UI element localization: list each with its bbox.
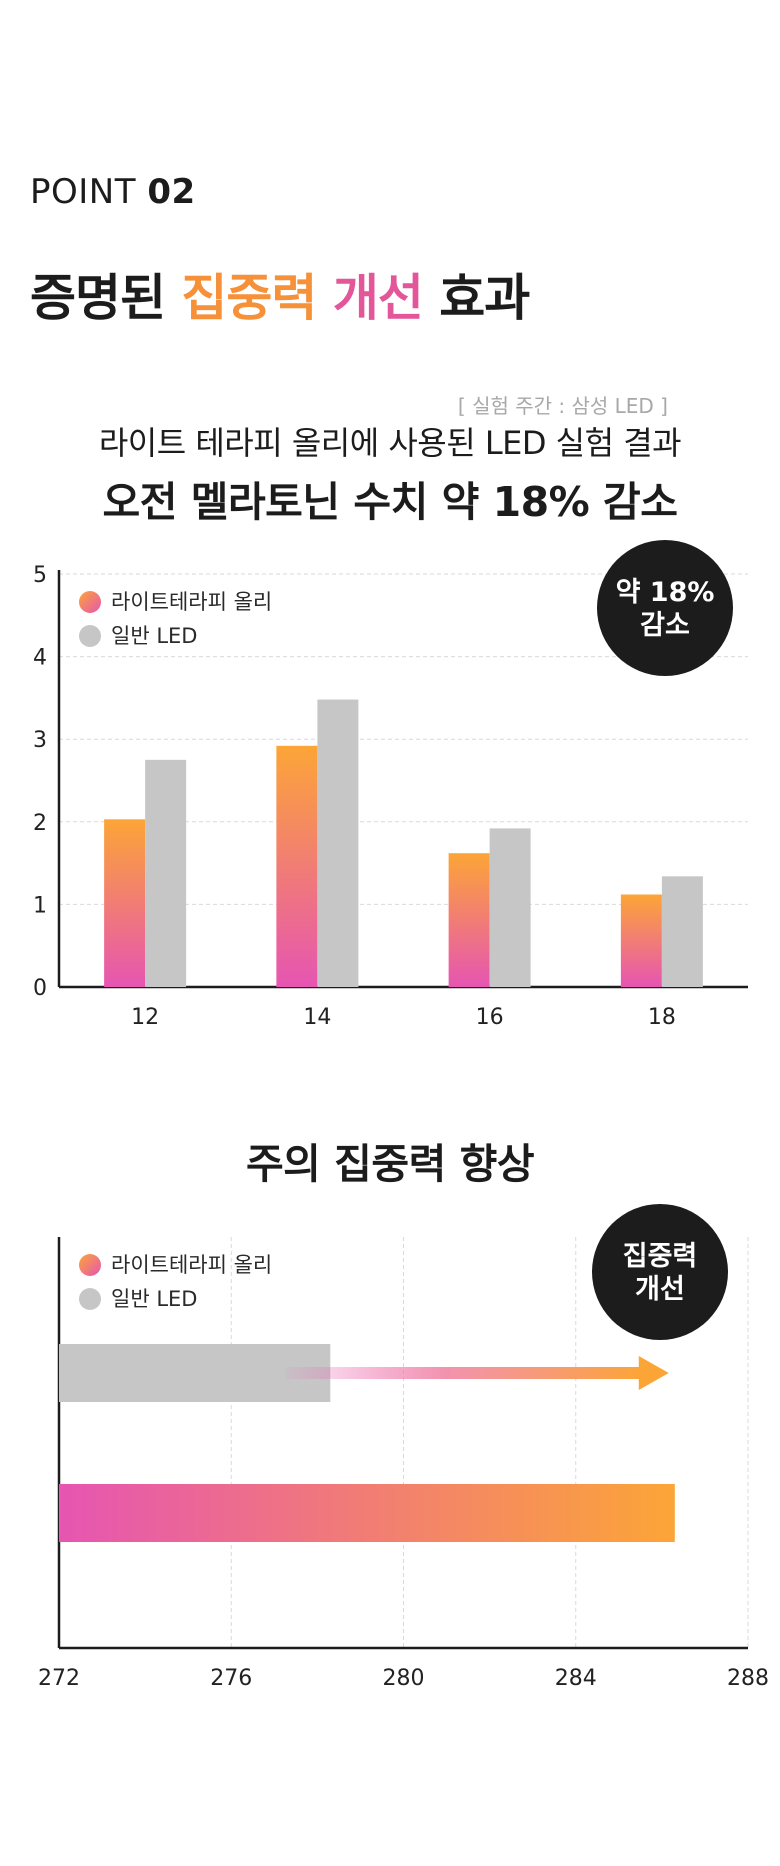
badge-label: 개선 (635, 1274, 685, 1305)
test-period: [ 실험 주간 : 삼성 LED ] (457, 394, 668, 418)
y-tick-label: 3 (33, 728, 47, 753)
bar-led (489, 828, 531, 987)
legend-swatch-led (79, 625, 101, 647)
legend-label: 일반 LED (111, 1287, 197, 1311)
bar-olly (104, 819, 146, 987)
x-tick-label: 12 (131, 1005, 159, 1030)
badge-label: 약 18% (616, 577, 715, 608)
title-part2: 효과 (422, 269, 530, 327)
improvement-arrow-head (638, 1356, 669, 1390)
x-tick-label: 14 (303, 1005, 331, 1030)
bar-led (59, 1344, 331, 1402)
title-highlight-1: 집중력 (181, 269, 317, 327)
bar-led (661, 876, 703, 987)
page-title: 증명된 집중력 개선 효과 (30, 258, 530, 330)
legend-swatch-olly (79, 591, 101, 613)
legend-label: 일반 LED (111, 624, 197, 648)
badge-label: 집중력 (623, 1241, 698, 1272)
legend-swatch-led (79, 1288, 101, 1310)
y-tick-label: 0 (33, 976, 47, 1001)
x-tick-label: 272 (38, 1666, 80, 1691)
x-tick-label: 18 (648, 1005, 676, 1030)
point-label: POINT 02 (30, 172, 196, 212)
y-tick-label: 2 (33, 811, 47, 836)
improvement-arrow-shaft (285, 1367, 641, 1379)
legend-swatch-olly (79, 1254, 101, 1276)
title-part1: 증명된 (30, 269, 182, 327)
x-tick-label: 288 (727, 1666, 769, 1691)
bar-led (145, 759, 187, 987)
x-tick-label: 280 (383, 1666, 425, 1691)
point-word: POINT (30, 172, 136, 212)
experiment-subtitle: 라이트 테라피 올리에 사용된 LED 실험 결과 (98, 424, 682, 462)
title-highlight-2: 개선 (332, 269, 424, 327)
x-tick-label: 284 (555, 1666, 597, 1691)
result-headline: 오전 멜라토닌 수치 약 18% 감소 (102, 478, 678, 526)
point-number: 02 (147, 172, 196, 212)
section2-title: 주의 집중력 향상 (245, 1140, 535, 1188)
bar-olly (448, 853, 490, 987)
bar-led (317, 699, 359, 987)
bar-olly (276, 745, 318, 987)
y-tick-label: 5 (33, 563, 47, 588)
legend-label: 라이트테라피 올리 (111, 1253, 272, 1277)
x-tick-label: 16 (476, 1005, 504, 1030)
y-tick-label: 4 (33, 646, 47, 671)
badge-circle (597, 540, 733, 676)
legend-label: 라이트테라피 올리 (111, 590, 272, 614)
y-tick-label: 1 (33, 893, 47, 918)
bar-olly (59, 1484, 675, 1542)
x-tick-label: 276 (210, 1666, 252, 1691)
badge-label: 감소 (640, 610, 690, 641)
bar-olly (620, 894, 662, 987)
badge-circle (592, 1204, 728, 1340)
